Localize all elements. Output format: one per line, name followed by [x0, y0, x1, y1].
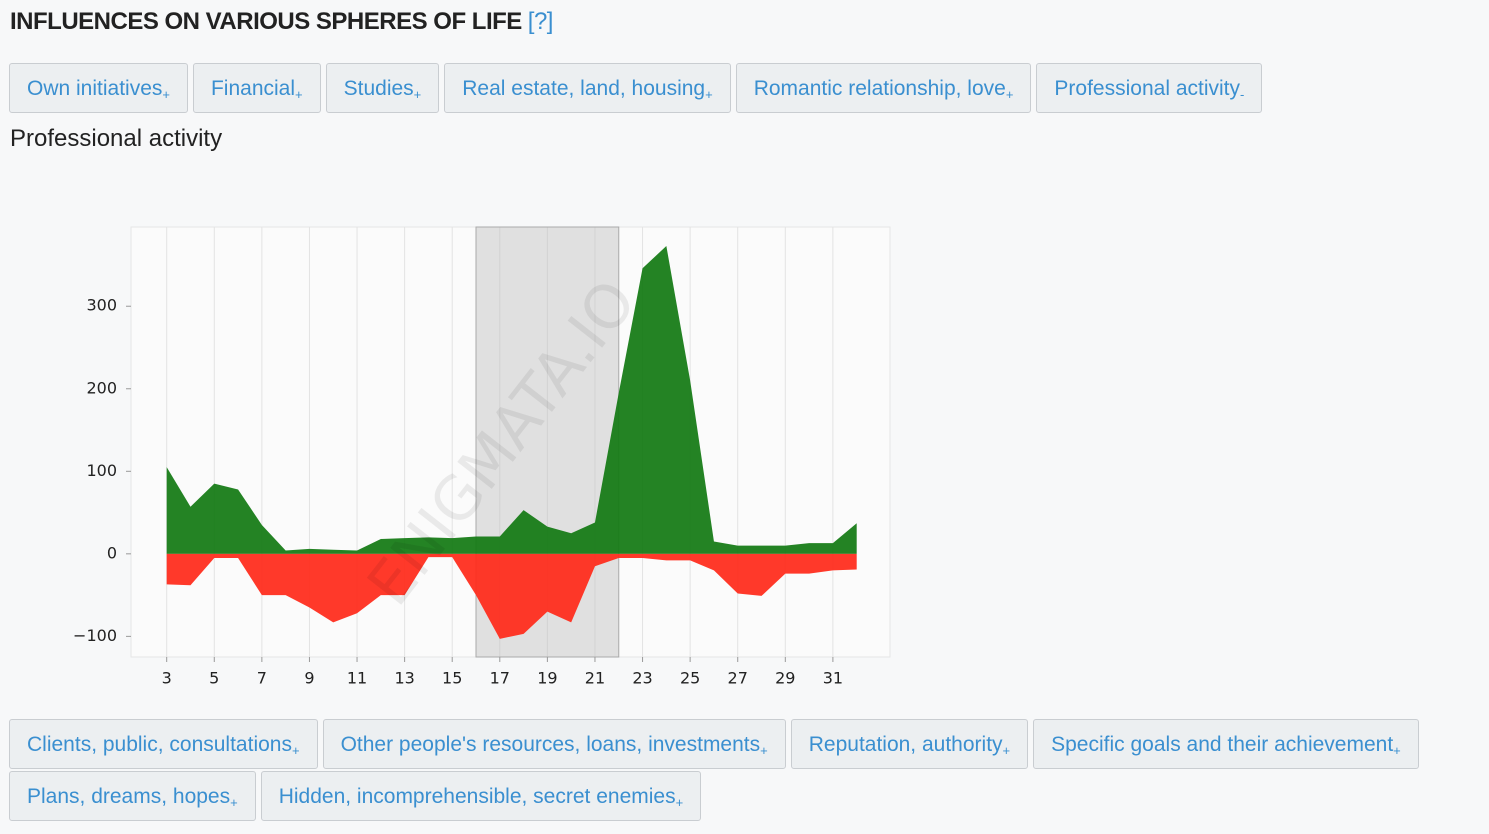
x-tick-label: 29: [775, 669, 795, 688]
button-label: Own initiatives: [27, 77, 163, 100]
x-tick-label: 31: [823, 669, 843, 688]
x-tick-label: 13: [394, 669, 414, 688]
x-tick-label: 21: [585, 669, 605, 688]
section-title: Professional activity: [10, 125, 223, 152]
button-label: Plans, dreams, hopes: [27, 785, 231, 808]
x-tick-label: 17: [490, 669, 510, 688]
help-link[interactable]: [?]: [527, 8, 554, 35]
y-tick-label: −100: [73, 626, 117, 645]
tab-row: Own initiatives+ Financial+ Studies+ Real e…: [9, 63, 1484, 115]
button-sign: +: [705, 87, 713, 102]
y-tick-label: 200: [86, 378, 117, 397]
tab-button[interactable]: Romantic relationship, love+: [735, 63, 1032, 113]
button-sign: +: [295, 87, 303, 102]
x-tick-label: 3: [162, 669, 172, 688]
button-sign: +: [1393, 743, 1401, 758]
x-tick-label: 7: [257, 669, 267, 688]
x-tick-label: 5: [209, 669, 219, 688]
button-label: Other people's resources, loans, investm…: [340, 733, 761, 756]
button-label: Hidden, incomprehensible, secret enemies: [278, 785, 676, 808]
tab-button[interactable]: Hidden, incomprehensible, secret enemies…: [260, 771, 702, 821]
tab-button[interactable]: Plans, dreams, hopes+: [9, 771, 256, 821]
button-sign: +: [675, 795, 684, 810]
button-label: Real estate, land, housing: [462, 77, 706, 100]
button-label: Romantic relationship, love: [753, 77, 1006, 100]
tab-button[interactable]: Other people's resources, loans, investm…: [322, 719, 786, 769]
page-title: INFLUENCES ON VARIOUS SPHERES OF LIFE [?]: [10, 8, 553, 36]
button-sign: +: [1005, 87, 1014, 102]
button-label: Financial: [210, 77, 296, 100]
area: [166, 245, 857, 554]
tab-button[interactable]: Real estate, land, housing+: [444, 63, 731, 113]
button-label: Professional activity: [1054, 77, 1240, 100]
x-tick-label: 19: [537, 669, 557, 688]
button-row: Clients, public, consultations+ Other peo…: [9, 719, 1484, 823]
tab-button[interactable]: Professional activity-: [1036, 63, 1263, 113]
title-text: INFLUENCES ON VARIOUS SPHERES OF LIFE: [10, 8, 522, 35]
button-label: Clients, public, consultations: [27, 733, 292, 756]
tab-button[interactable]: Specific goals and their achievement+: [1033, 719, 1419, 769]
x-tick-label: 15: [442, 669, 462, 688]
button-label: Reputation, authority: [808, 733, 1003, 756]
tab-button[interactable]: Financial+: [192, 63, 321, 113]
button-sign: +: [413, 87, 422, 102]
chart: −100 0 100 200 300 3 5 7 9 11 13 15 17 19 21 23 25 27 29 31…: [73, 226, 891, 688]
x-tick-label: 27: [728, 669, 748, 688]
tab-button[interactable]: Clients, public, consultations+: [9, 719, 318, 769]
button-label: Specific goals and their achievement: [1051, 733, 1394, 756]
x-tick-label: 11: [347, 669, 367, 688]
button-sign: +: [760, 743, 768, 758]
y-tick-label: 100: [86, 461, 117, 480]
tab-button[interactable]: Studies+: [325, 63, 440, 113]
x-tick-label: 25: [680, 669, 700, 688]
y-tick-label: 0: [107, 543, 117, 562]
button-label: Studies: [343, 77, 414, 100]
button-sign: +: [291, 743, 300, 758]
button-sign: +: [162, 87, 170, 102]
button-sign: +: [230, 795, 238, 810]
x-tick-label: 9: [304, 669, 314, 688]
button-sign: +: [1002, 743, 1011, 758]
x-tick-label: 23: [632, 669, 652, 688]
tab-button[interactable]: Own initiatives+: [9, 63, 188, 113]
tab-button[interactable]: Reputation, authority+: [790, 719, 1029, 769]
button-sign: -: [1240, 87, 1245, 102]
y-tick-label: 300: [86, 296, 117, 315]
area: [166, 553, 857, 639]
